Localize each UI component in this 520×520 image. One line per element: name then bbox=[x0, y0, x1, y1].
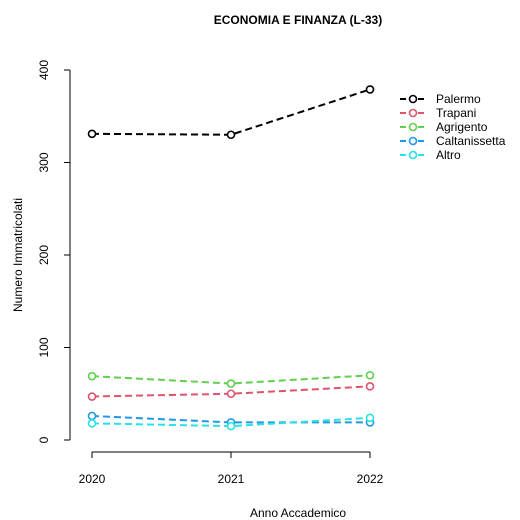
data-point-palermo bbox=[365, 85, 375, 94]
y-axis-label: Numero Immatricolati bbox=[11, 198, 25, 312]
data-point-altro bbox=[226, 421, 236, 431]
legend-label-agrigento: Agrigento bbox=[436, 120, 488, 134]
y-tick-label: 300 bbox=[37, 152, 51, 172]
data-point-trapani bbox=[365, 382, 375, 391]
legend: PalermoTrapaniAgrigentoCaltanissettaAltr… bbox=[400, 92, 506, 162]
series-line-caltanissetta bbox=[91, 414, 370, 424]
legend-label-altro: Altro bbox=[436, 148, 461, 162]
y-tick-label: 100 bbox=[37, 337, 51, 357]
data-point-agrigento bbox=[365, 370, 375, 380]
legend-label-palermo: Palermo bbox=[436, 92, 481, 106]
chart-title: ECONOMIA E FINANZA (L-33) bbox=[214, 13, 382, 27]
x-axis-label: Anno Accademico bbox=[250, 506, 346, 520]
data-point-caltanissetta bbox=[87, 411, 97, 421]
data-point-palermo bbox=[226, 130, 236, 140]
legend-marker-palermo bbox=[408, 94, 418, 104]
series-line-agrigento bbox=[91, 374, 371, 385]
legend-marker-caltanissetta bbox=[408, 136, 418, 146]
series-line-palermo bbox=[91, 88, 371, 136]
data-point-altro bbox=[365, 413, 375, 423]
x-ticks: 2020 2021 2022 bbox=[79, 452, 384, 486]
legend-marker-trapani bbox=[408, 108, 418, 118]
data-point-agrigento bbox=[226, 379, 236, 388]
legend-marker-altro bbox=[408, 150, 418, 160]
series-line-trapani bbox=[91, 385, 371, 398]
y-tick-label: 400 bbox=[37, 60, 51, 80]
series-line-altro bbox=[91, 416, 371, 428]
data-point-palermo bbox=[87, 129, 97, 139]
data-point-altro bbox=[87, 419, 97, 428]
data-point-agrigento bbox=[87, 371, 97, 381]
legend-label-trapani: Trapani bbox=[436, 106, 476, 120]
y-ticks: 0 100 200 300 400 bbox=[37, 60, 70, 443]
x-tick-label: 2022 bbox=[357, 472, 384, 486]
series-group bbox=[87, 85, 375, 431]
x-tick-label: 2021 bbox=[218, 472, 245, 486]
data-point-trapani bbox=[226, 389, 236, 399]
data-point-trapani bbox=[87, 392, 97, 401]
y-tick-label: 0 bbox=[37, 436, 51, 443]
legend-label-caltanissetta: Caltanissetta bbox=[436, 134, 506, 148]
x-tick-label: 2020 bbox=[79, 472, 106, 486]
legend-marker-agrigento bbox=[408, 122, 418, 132]
y-tick-label: 200 bbox=[37, 245, 51, 265]
